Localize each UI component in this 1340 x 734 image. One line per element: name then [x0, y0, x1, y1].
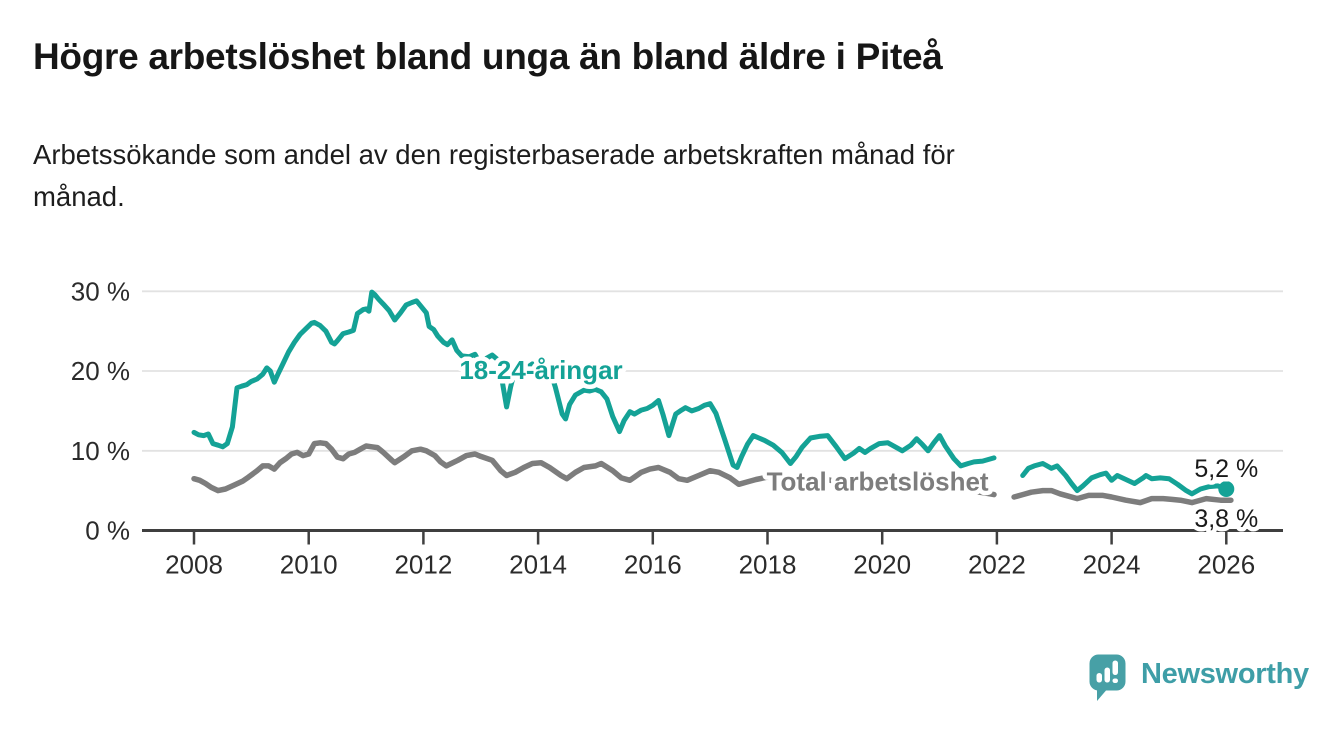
y-axis-tick-label: 20 % — [71, 356, 130, 386]
series-line-young — [191, 289, 997, 470]
y-axis-tick-label: 0 % — [85, 516, 130, 546]
x-axis-tick-label: 2008 — [165, 550, 223, 580]
x-axis-tick-label: 2024 — [1083, 550, 1141, 580]
x-axis-tick-label: 2012 — [394, 550, 452, 580]
newsworthy-brand: Newsworthy — [1088, 653, 1309, 705]
subtitle-line-2: månad. — [33, 181, 125, 212]
y-axis-tick-label: 30 % — [71, 276, 130, 306]
x-axis-tick-label: 2022 — [968, 550, 1026, 580]
series-end-label-young: 5,2 % — [1194, 455, 1258, 483]
series-line-total — [1011, 487, 1234, 506]
x-axis-tick-label: 2026 — [1197, 550, 1255, 580]
series-end-dot-young — [1218, 481, 1235, 497]
subtitle-line-1: Arbetssökande som andel av den registerb… — [33, 139, 955, 170]
series-label-young: 18-24-åringar — [459, 355, 622, 385]
chart-subtitle: Arbetssökande som andel av den registerb… — [33, 134, 955, 218]
newsworthy-logo-icon — [1089, 654, 1126, 701]
x-axis-tick-label: 2018 — [739, 550, 797, 580]
page-title: Högre arbetslöshet bland unga än bland ä… — [33, 36, 943, 77]
series-end-label-total: 3,8 % — [1194, 505, 1258, 533]
y-axis-tick-label: 10 % — [71, 436, 130, 466]
x-axis-tick-label: 2010 — [280, 550, 338, 580]
series-line-young — [1020, 461, 1229, 497]
x-axis-tick-label: 2014 — [509, 550, 567, 580]
series-line-total — [191, 440, 997, 498]
x-axis-tick-label: 2016 — [624, 550, 682, 580]
series-label-total: Total arbetslöshet — [767, 467, 989, 497]
brand-name: Newsworthy — [1141, 658, 1309, 690]
x-axis-tick-label: 2020 — [853, 550, 911, 580]
